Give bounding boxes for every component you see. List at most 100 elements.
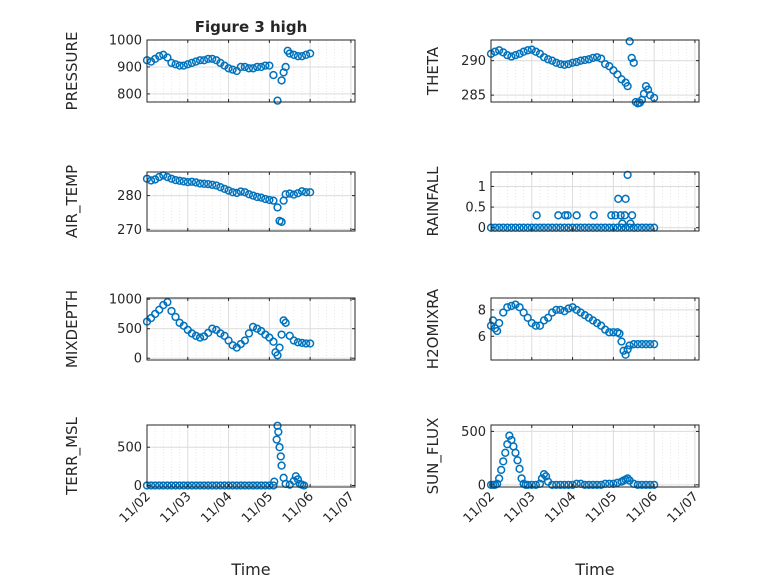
data-point [208, 324, 217, 333]
panel-mixdepth: 0 500 1000 MIXDEPTH [63, 290, 356, 368]
data-point [605, 328, 614, 337]
data-point [252, 62, 262, 72]
data-point [179, 61, 188, 70]
data-point [155, 172, 164, 182]
data-point [175, 481, 184, 490]
y-tick-label: 270 [117, 223, 142, 238]
data-point [248, 191, 258, 200]
data-point [297, 52, 307, 61]
data-point [623, 345, 632, 354]
data-point [220, 481, 229, 490]
axes-box [146, 424, 356, 488]
data-point [159, 481, 168, 490]
data-point [495, 474, 504, 483]
y-tick-label: 900 [117, 60, 142, 75]
data-point [556, 480, 565, 490]
data-point [552, 305, 561, 315]
data-point [163, 172, 172, 182]
data-point [556, 59, 565, 69]
data-point [649, 340, 659, 349]
data-point [216, 183, 225, 192]
data-point [499, 457, 508, 466]
data-point [592, 53, 602, 62]
data-point [220, 184, 229, 194]
data-point [507, 52, 516, 61]
data-point [490, 47, 500, 56]
data-point [548, 56, 557, 65]
data-point [195, 56, 205, 65]
data-point [261, 61, 270, 70]
data-point [269, 196, 278, 205]
data-point [151, 175, 160, 184]
axes-background [491, 172, 699, 231]
data-point [523, 46, 532, 55]
panel-pressure: 800 900 1000 PRESSURE Figure 3 high [63, 18, 356, 110]
data-point [261, 194, 270, 204]
data-point [244, 329, 254, 338]
data-point [240, 336, 250, 345]
data-point [279, 316, 288, 325]
data-point [228, 341, 237, 350]
data-point [240, 188, 250, 197]
data-point [273, 96, 282, 105]
data-point [301, 50, 311, 59]
data-point [275, 343, 284, 352]
data-point [281, 190, 290, 199]
data-point [240, 62, 250, 72]
data-point [269, 70, 278, 80]
y-tick-label: 500 [117, 322, 142, 337]
data-point [293, 338, 303, 347]
axes-background [491, 298, 699, 360]
data-point [641, 340, 651, 349]
data-point [285, 189, 294, 198]
data-point [208, 54, 217, 64]
data-point [252, 192, 262, 202]
data-point [293, 475, 303, 484]
data-point [285, 331, 294, 340]
data-point [236, 62, 245, 72]
data-point [191, 178, 201, 187]
data-point [167, 174, 176, 183]
data-point [293, 52, 303, 61]
data-point [163, 53, 172, 62]
data-point [146, 176, 156, 185]
axes-background [491, 425, 699, 487]
data-point [617, 337, 626, 346]
data-point [588, 53, 598, 63]
data-point [236, 481, 245, 490]
data-point [621, 194, 630, 203]
panel-h2omixra: 6 8 H2OMIXRA [424, 288, 700, 369]
data-point [212, 181, 221, 190]
y-tick-label: 0 [134, 479, 142, 494]
data-point [572, 57, 581, 67]
data-point [273, 203, 282, 212]
data-point [248, 481, 258, 490]
data-point [523, 313, 532, 322]
data-point [495, 318, 504, 328]
data-point [305, 339, 315, 348]
data-point [175, 176, 184, 185]
data-point [289, 50, 298, 59]
data-point [497, 465, 506, 475]
data-point [261, 481, 270, 490]
axes-box [146, 39, 356, 103]
data-point [273, 351, 282, 360]
data-point [495, 46, 504, 55]
data-point [269, 337, 278, 346]
data-point [532, 211, 541, 220]
data-point [513, 456, 522, 465]
data-point [277, 461, 286, 470]
data-point [252, 481, 262, 490]
data-point [584, 480, 594, 490]
y-tick-label: 1 [478, 180, 486, 195]
data-point [232, 481, 241, 490]
data-point [613, 70, 622, 79]
data-point [297, 187, 307, 196]
x-axis-label: Time [230, 560, 270, 579]
data-point [265, 61, 274, 70]
data-point [228, 188, 237, 197]
data-point [179, 177, 188, 186]
data-point [272, 435, 281, 444]
y-tick-label: 8 [478, 303, 486, 318]
